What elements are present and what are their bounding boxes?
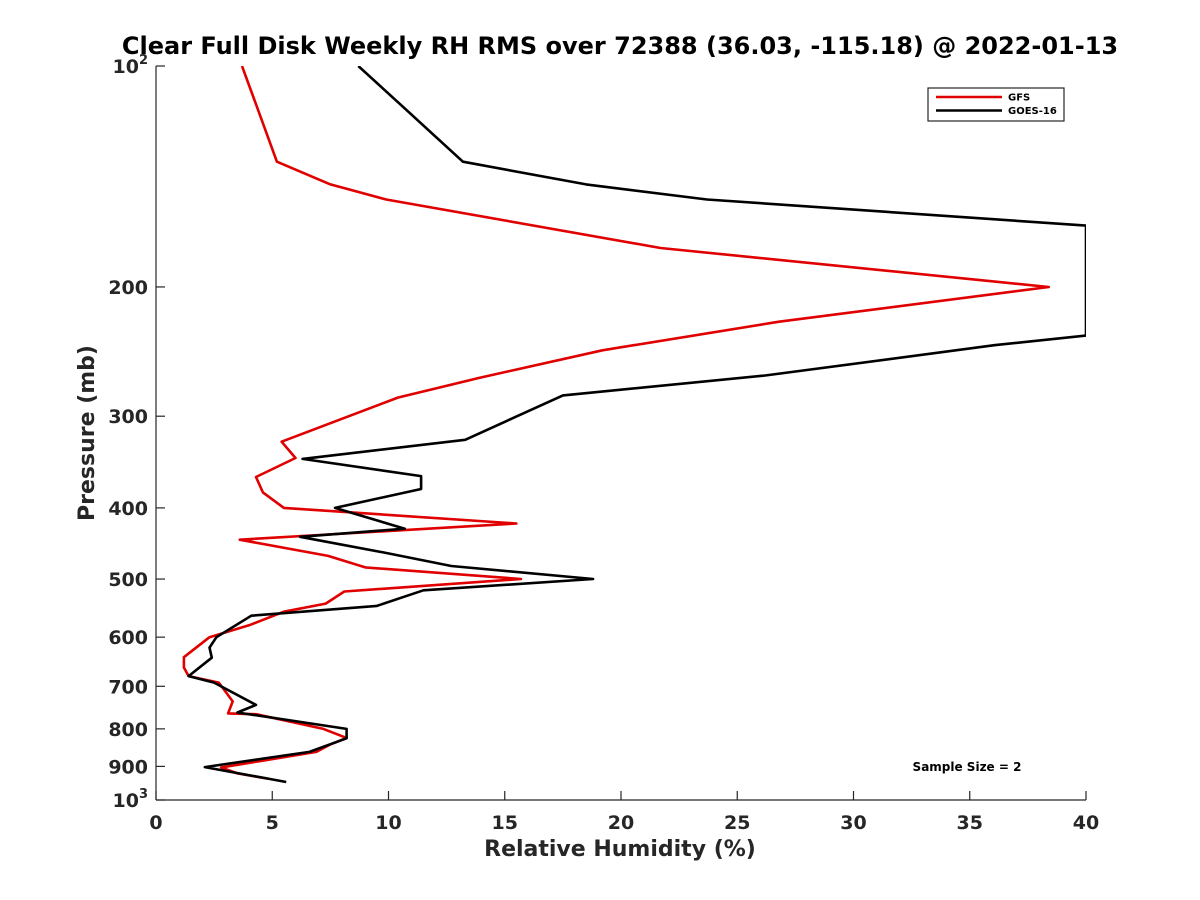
y-axis-label: Pressure (mb) xyxy=(75,345,100,521)
legend-label: GOES-16 xyxy=(1008,106,1057,117)
y-tick-label: 600 xyxy=(108,627,148,649)
y-tick-label: 103 xyxy=(113,787,149,812)
legend-label: GFS xyxy=(1008,93,1030,104)
y-tick-label: 300 xyxy=(108,406,148,428)
chart-title: Clear Full Disk Weekly RH RMS over 72388… xyxy=(122,32,1118,60)
x-tick-label: 40 xyxy=(1073,812,1099,834)
x-tick-label: 30 xyxy=(840,812,866,834)
x-tick-label: 25 xyxy=(724,812,750,834)
y-tick-label: 800 xyxy=(108,719,148,741)
x-tick-label: 10 xyxy=(375,812,401,834)
legend-box xyxy=(927,87,1065,122)
y-tick-label: 400 xyxy=(108,498,148,520)
y-tick-label: 900 xyxy=(108,756,148,778)
y-tick-label: 200 xyxy=(108,277,148,299)
series-line-goes-16 xyxy=(187,66,1086,784)
x-tick-label: 15 xyxy=(492,812,518,834)
legend: GFS GOES-16 xyxy=(927,87,1065,122)
x-axis-label: Relative Humidity (%) xyxy=(484,837,756,862)
plot-lines xyxy=(182,66,1086,784)
y-tick-label: 102 xyxy=(113,53,149,78)
axes: 0 5 10 15 20 25 30 35 40 102 200 300 400 500 600 700 800… xyxy=(108,53,1099,834)
y-tick-label: 700 xyxy=(108,676,148,698)
x-tick-label: 0 xyxy=(149,812,162,834)
y-tick-label: 500 xyxy=(108,569,148,591)
x-tick-label: 20 xyxy=(608,812,634,834)
x-tick-label: 5 xyxy=(266,812,279,834)
x-tick-label: 35 xyxy=(957,812,983,834)
sample-size-annotation: Sample Size = 2 xyxy=(913,760,1022,774)
